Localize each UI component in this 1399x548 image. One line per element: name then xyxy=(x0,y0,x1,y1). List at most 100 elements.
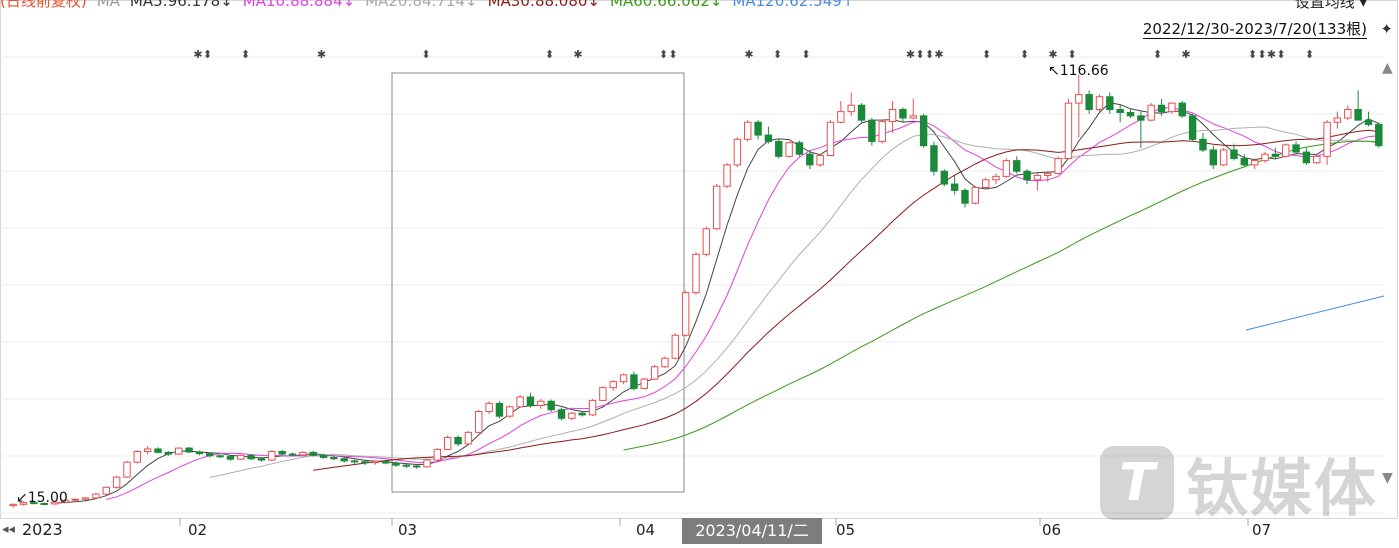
candle-body xyxy=(40,502,48,505)
candle-body xyxy=(443,436,452,450)
ma-line-ma10 xyxy=(106,107,1379,500)
watermark-text: 钛媒体 xyxy=(1186,452,1379,525)
candle-body xyxy=(412,465,421,468)
high-price-label: ↖116.66 xyxy=(1048,63,1109,79)
event-marker-icon: ⬍ xyxy=(1020,48,1029,61)
candle-body xyxy=(764,134,773,142)
candle-body xyxy=(837,111,845,123)
candle-body xyxy=(475,410,483,433)
candle-body xyxy=(578,412,586,416)
candle-body xyxy=(237,454,245,460)
month-label-03: 03 xyxy=(398,521,418,539)
candle-body xyxy=(1375,123,1383,147)
candle-body xyxy=(1023,170,1031,181)
event-marker-icon: ✱ xyxy=(1267,48,1276,61)
candle-body xyxy=(1188,115,1197,140)
candle-body xyxy=(402,464,411,467)
candle-body xyxy=(1209,149,1218,166)
candle-body xyxy=(1054,157,1062,174)
candle-body xyxy=(1313,155,1321,164)
candle-body xyxy=(195,451,204,455)
candle-body xyxy=(547,400,555,411)
ma-legend-item: MA120:62.549↑ xyxy=(732,0,855,10)
event-marker-icon: ✱ xyxy=(934,48,943,61)
candle-body xyxy=(609,381,617,389)
scroll-up-arrow-icon[interactable]: ▲ xyxy=(1382,60,1393,76)
candle-body xyxy=(381,460,390,464)
ma-legend-item: MA30:88.080↓ xyxy=(487,0,600,10)
candle-body xyxy=(185,447,193,453)
candle-body xyxy=(1033,175,1042,181)
candle-body xyxy=(1271,153,1280,157)
candle-body xyxy=(961,189,969,204)
candle-body xyxy=(423,459,431,468)
ma-line-ma120 xyxy=(1245,295,1385,331)
event-marker-icon: ✱ xyxy=(1181,48,1190,61)
crosshair-date-badge: 2023/04/11/二 xyxy=(682,518,822,544)
candle-body xyxy=(361,461,369,464)
candle-body xyxy=(909,115,917,119)
scroll-left-icon[interactable]: ◂◂ xyxy=(2,522,16,537)
event-marker-icon: ⬍ xyxy=(1257,48,1266,61)
candle-body xyxy=(1230,149,1238,159)
candle-body xyxy=(775,140,783,157)
event-marker-icon: ✱ xyxy=(573,48,582,61)
candle-body xyxy=(816,155,824,166)
candle-body xyxy=(102,486,110,495)
candle-body xyxy=(19,502,28,505)
event-marker-icon: ⬍ xyxy=(1153,48,1162,61)
candle-body xyxy=(454,436,462,445)
date-range-label[interactable]: 2022/12/30-2023/7/20(133根) xyxy=(1142,20,1367,39)
candle-body xyxy=(1044,172,1052,177)
ma-legend-item: (日线前复权) xyxy=(0,0,87,10)
candle-body xyxy=(599,387,607,401)
candle-body xyxy=(247,454,255,460)
pin-icon[interactable]: ✦ xyxy=(1380,20,1393,38)
candle-body xyxy=(226,456,235,460)
candle-body xyxy=(123,461,131,478)
candle-body xyxy=(268,451,276,461)
candle-body xyxy=(640,378,648,389)
candle-body xyxy=(1116,109,1124,113)
candle-body xyxy=(940,170,949,185)
scroll-down-arrow-icon[interactable]: ▼ xyxy=(1382,470,1393,486)
candle-body xyxy=(992,175,1000,181)
watermark-logo-icon: T xyxy=(1100,446,1174,520)
candle-body xyxy=(630,374,638,389)
candle-body xyxy=(702,228,711,255)
ma-line-ma5 xyxy=(54,102,1380,504)
candle-body xyxy=(81,497,90,500)
candle-body xyxy=(319,454,328,458)
candle-body xyxy=(950,183,959,191)
candle-body xyxy=(785,142,793,157)
candle-body xyxy=(868,119,876,142)
candle-body xyxy=(1282,144,1290,157)
candle-body xyxy=(516,396,524,408)
ma-line-ma20 xyxy=(209,126,1379,478)
ma-legend-item: MA60:66.062↓ xyxy=(610,0,723,10)
candle-body xyxy=(1344,109,1352,119)
ma-legend-item: MA5:96.178↓ xyxy=(129,0,233,10)
event-marker-icon: ⬍ xyxy=(1305,48,1314,61)
event-marker-icon: ⬍ xyxy=(773,48,782,61)
candle-body xyxy=(1323,121,1331,157)
candle-body xyxy=(1261,153,1269,162)
candle-body xyxy=(350,460,359,463)
candle-body xyxy=(1147,104,1155,121)
event-marker-icon: ⬍ xyxy=(545,48,554,61)
candle-body xyxy=(485,402,493,412)
candle-body xyxy=(278,451,286,455)
ma-settings-button[interactable]: 设置均线 ▾ xyxy=(1294,0,1367,11)
candle-body xyxy=(174,447,183,455)
event-marker-icon: ✱ xyxy=(744,48,753,61)
candle-body xyxy=(112,476,121,488)
candle-body xyxy=(754,121,762,136)
candle-body xyxy=(1002,160,1011,177)
candle-body xyxy=(30,502,38,505)
candle-body xyxy=(806,153,814,166)
candle-body xyxy=(981,179,990,188)
candle-body xyxy=(826,121,835,156)
candle-body xyxy=(857,104,866,121)
ma-legend-item: MA xyxy=(96,0,120,10)
